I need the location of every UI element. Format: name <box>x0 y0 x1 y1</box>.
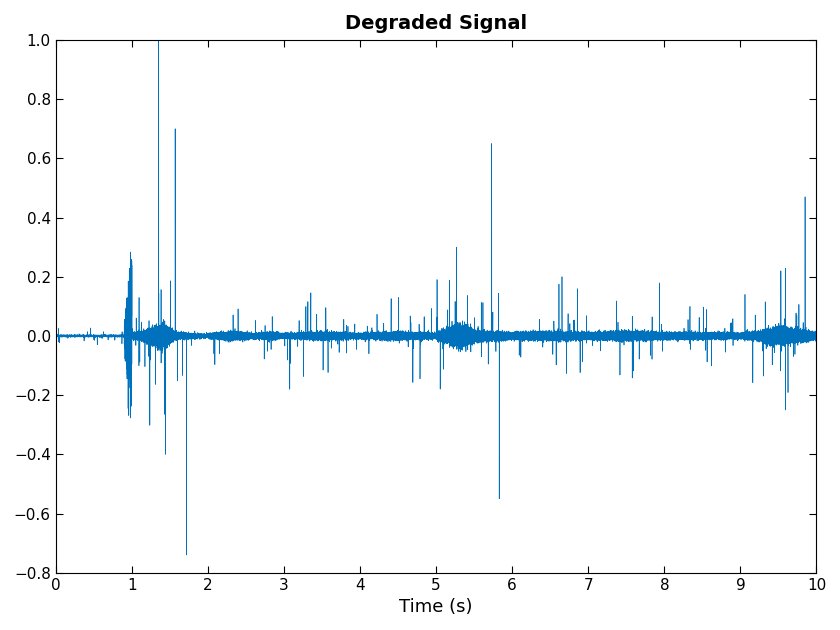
X-axis label: Time (s): Time (s) <box>399 598 473 616</box>
Title: Degraded Signal: Degraded Signal <box>345 14 528 33</box>
